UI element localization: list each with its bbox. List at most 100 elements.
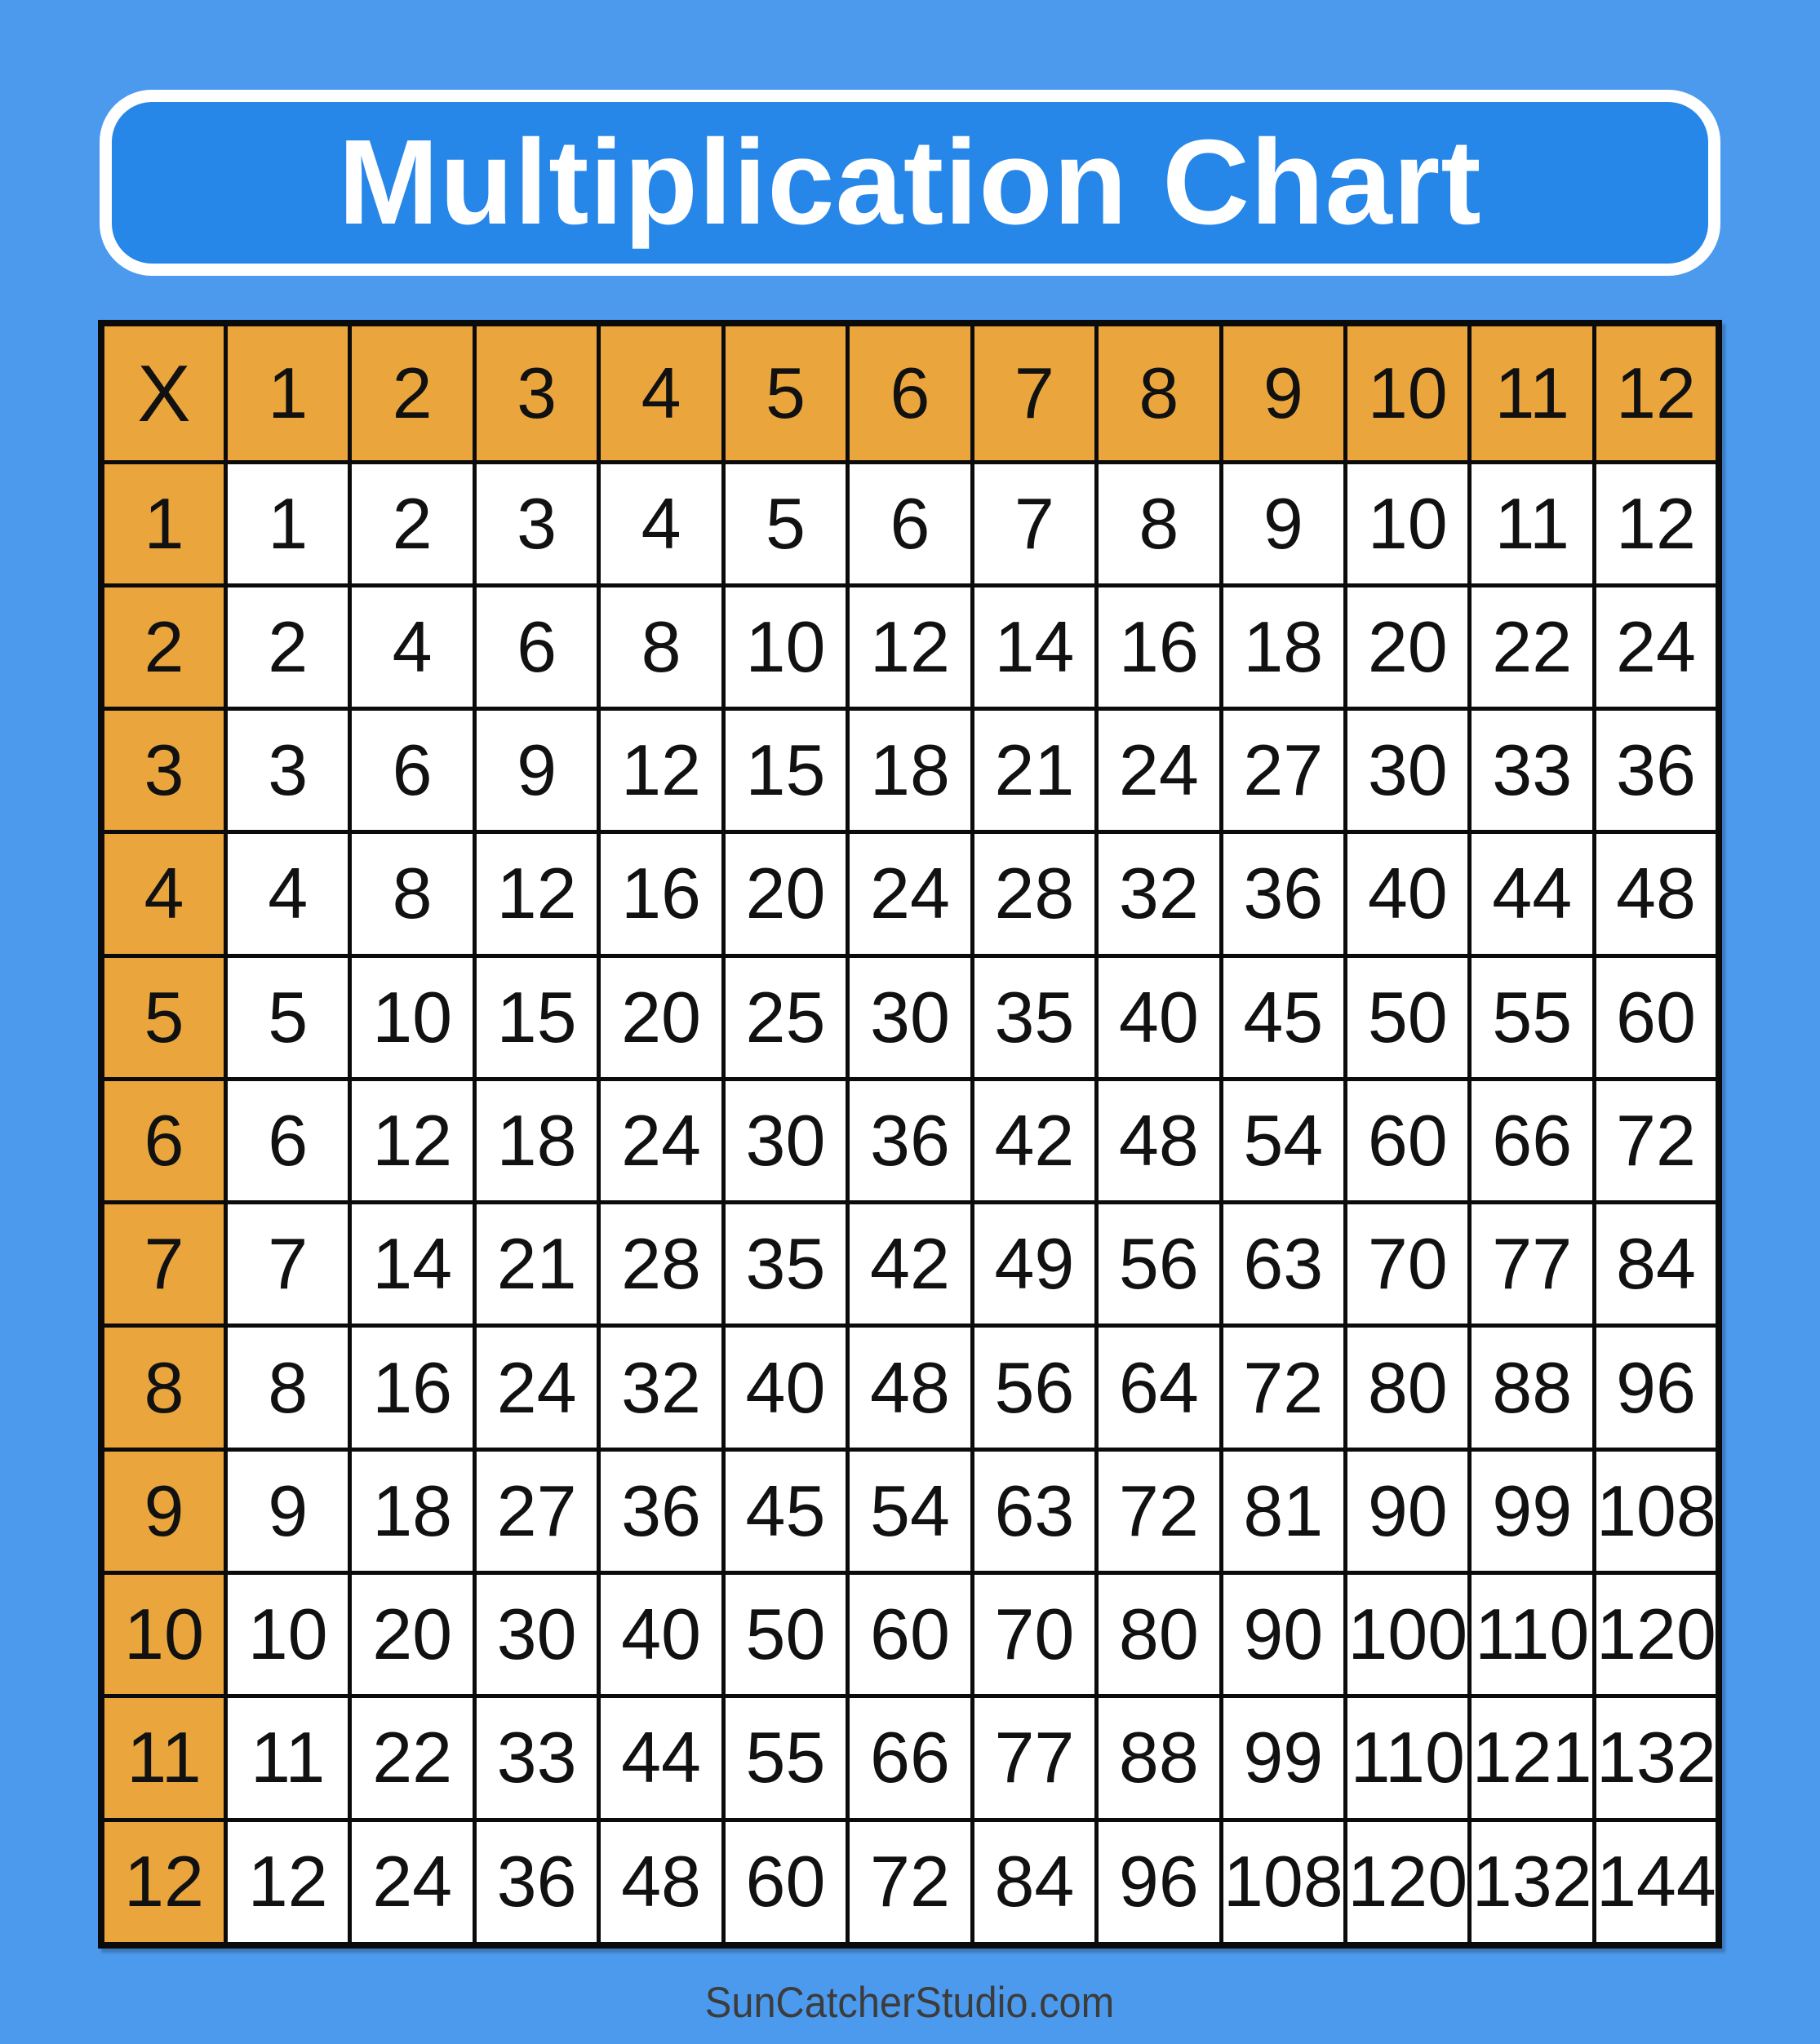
product-cell: 8 — [223, 1324, 353, 1452]
product-cell: 20 — [1343, 583, 1472, 712]
product-cell: 27 — [1219, 707, 1348, 835]
multiplication-table: X 1 2 3 4 5 6 7 8 9 10 11 12 1 1 2 3 4 5 6 7 8 9 10 11 12 2 2 4 6 8 10 1… — [98, 320, 1722, 1949]
product-cell: 24 — [1094, 707, 1223, 835]
product-cell: 18 — [846, 707, 974, 835]
product-cell: 15 — [472, 953, 601, 1081]
product-cell: 44 — [1467, 830, 1596, 958]
product-cell: 55 — [721, 1694, 850, 1822]
product-cell: 60 — [721, 1817, 850, 1948]
product-cell: 6 — [472, 583, 601, 712]
product-cell: 108 — [1591, 1447, 1721, 1576]
product-cell: 72 — [846, 1817, 974, 1948]
table-row: 9 9 18 27 36 45 54 63 72 81 90 99 108 — [99, 1447, 1721, 1576]
product-cell: 28 — [970, 830, 1099, 958]
product-cell: 72 — [1591, 1076, 1721, 1205]
column-header-cell: 2 — [348, 321, 477, 464]
product-cell: 8 — [597, 583, 726, 712]
product-cell: 108 — [1219, 1817, 1348, 1948]
row-header-cell: 8 — [99, 1324, 228, 1452]
row-header-cell: 5 — [99, 953, 228, 1081]
product-cell: 100 — [1343, 1571, 1472, 1699]
product-cell: 63 — [970, 1447, 1099, 1576]
product-cell: 6 — [223, 1076, 353, 1205]
product-cell: 24 — [348, 1817, 477, 1948]
product-cell: 1 — [223, 459, 353, 587]
product-cell: 36 — [846, 1076, 974, 1205]
product-cell: 7 — [970, 459, 1099, 587]
product-cell: 35 — [970, 953, 1099, 1081]
product-cell: 60 — [1591, 953, 1721, 1081]
table-header-row: X 1 2 3 4 5 6 7 8 9 10 11 12 — [99, 321, 1721, 464]
product-cell: 32 — [1094, 830, 1223, 958]
product-cell: 48 — [1591, 830, 1721, 958]
column-header-cell: 12 — [1591, 321, 1721, 464]
column-header-cell: 4 — [597, 321, 726, 464]
product-cell: 32 — [597, 1324, 726, 1452]
product-cell: 20 — [721, 830, 850, 958]
product-cell: 10 — [1343, 459, 1472, 587]
column-header-cell: 3 — [472, 321, 601, 464]
product-cell: 16 — [348, 1324, 477, 1452]
table-row: 12 12 24 36 48 60 72 84 96 108 120 132 144 — [99, 1817, 1721, 1948]
product-cell: 6 — [846, 459, 974, 587]
product-cell: 24 — [1591, 583, 1721, 712]
column-header-cell: 9 — [1219, 321, 1348, 464]
product-cell: 35 — [721, 1200, 850, 1328]
product-cell: 84 — [970, 1817, 1099, 1948]
product-cell: 3 — [472, 459, 601, 587]
product-cell: 40 — [1094, 953, 1223, 1081]
product-cell: 50 — [1343, 953, 1472, 1081]
product-cell: 24 — [597, 1076, 726, 1205]
product-cell: 132 — [1467, 1817, 1596, 1948]
product-cell: 56 — [1094, 1200, 1223, 1328]
product-cell: 20 — [597, 953, 726, 1081]
product-cell: 48 — [1094, 1076, 1223, 1205]
product-cell: 18 — [472, 1076, 601, 1205]
product-cell: 24 — [846, 830, 974, 958]
product-cell: 30 — [721, 1076, 850, 1205]
product-cell: 10 — [721, 583, 850, 712]
product-cell: 45 — [1219, 953, 1348, 1081]
product-cell: 40 — [597, 1571, 726, 1699]
product-cell: 42 — [846, 1200, 974, 1328]
row-header-cell: 12 — [99, 1817, 228, 1948]
column-header-cell: 7 — [970, 321, 1099, 464]
product-cell: 12 — [1591, 459, 1721, 587]
row-header-cell: 3 — [99, 707, 228, 835]
product-cell: 77 — [1467, 1200, 1596, 1328]
product-cell: 12 — [348, 1076, 477, 1205]
product-cell: 72 — [1219, 1324, 1348, 1452]
product-cell: 48 — [597, 1817, 726, 1948]
product-cell: 33 — [472, 1694, 601, 1822]
table-row: 8 8 16 24 32 40 48 56 64 72 80 88 96 — [99, 1324, 1721, 1452]
product-cell: 16 — [1094, 583, 1223, 712]
product-cell: 10 — [223, 1571, 353, 1699]
product-cell: 99 — [1219, 1694, 1348, 1822]
table-row: 7 7 14 21 28 35 42 49 56 63 70 77 84 — [99, 1200, 1721, 1328]
product-cell: 24 — [472, 1324, 601, 1452]
product-cell: 40 — [1343, 830, 1472, 958]
product-cell: 72 — [1094, 1447, 1223, 1576]
product-cell: 96 — [1094, 1817, 1223, 1948]
product-cell: 110 — [1467, 1571, 1596, 1699]
product-cell: 4 — [597, 459, 726, 587]
product-cell: 10 — [348, 953, 477, 1081]
product-cell: 144 — [1591, 1817, 1721, 1948]
table-row: 3 3 6 9 12 15 18 21 24 27 30 33 36 — [99, 707, 1721, 835]
multiplication-table-body: X 1 2 3 4 5 6 7 8 9 10 11 12 1 1 2 3 4 5 6 7 8 9 10 11 12 2 2 4 6 8 10 1… — [99, 321, 1721, 1948]
product-cell: 60 — [1343, 1076, 1472, 1205]
product-cell: 66 — [1467, 1076, 1596, 1205]
product-cell: 22 — [348, 1694, 477, 1822]
page-title: Multiplication Chart — [338, 115, 1482, 250]
product-cell: 132 — [1591, 1694, 1721, 1822]
product-cell: 11 — [223, 1694, 353, 1822]
column-header-cell: 5 — [721, 321, 850, 464]
row-header-cell: 10 — [99, 1571, 228, 1699]
table-row: 6 6 12 18 24 30 36 42 48 54 60 66 72 — [99, 1076, 1721, 1205]
product-cell: 3 — [223, 707, 353, 835]
product-cell: 11 — [1467, 459, 1596, 587]
product-cell: 20 — [348, 1571, 477, 1699]
row-header-cell: 1 — [99, 459, 228, 587]
product-cell: 55 — [1467, 953, 1596, 1081]
product-cell: 8 — [348, 830, 477, 958]
